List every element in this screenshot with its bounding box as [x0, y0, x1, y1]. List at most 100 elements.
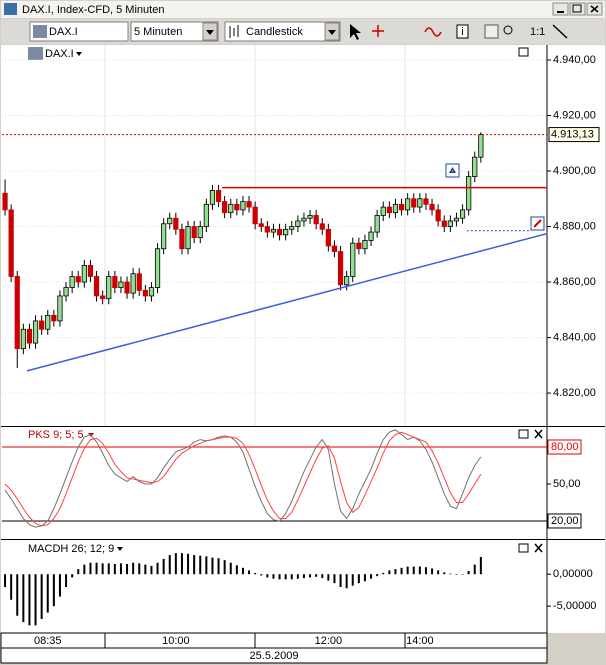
- histogram-bar: [28, 574, 31, 626]
- y-tick-label: 4.920,00: [553, 109, 596, 121]
- interval-select[interactable]: [130, 21, 219, 42]
- candle-body: [478, 134, 484, 158]
- histogram-bar: [272, 574, 275, 579]
- histogram-bar: [309, 574, 312, 578]
- candle-body: [32, 320, 39, 344]
- histogram-bar: [58, 574, 61, 597]
- menu-arrow[interactable]: [117, 547, 123, 551]
- line-tool[interactable]: [552, 24, 568, 39]
- panel-close[interactable]: [534, 429, 543, 439]
- style-select[interactable]: [224, 21, 341, 42]
- candle-body: [289, 226, 295, 230]
- candle-body: [228, 203, 234, 214]
- panel-maximize[interactable]: [518, 543, 529, 553]
- candle-body: [417, 198, 423, 208]
- layout-tool[interactable]: [484, 24, 499, 39]
- info-tool[interactable]: [456, 24, 469, 39]
- candle-body: [106, 276, 112, 300]
- histogram-bar: [473, 564, 476, 575]
- histogram-bar: [229, 562, 232, 575]
- window-title: DAX.I, Index-CFD, 5 Minuten: [22, 4, 164, 16]
- histogram-bar: [479, 556, 482, 575]
- histogram-bar: [449, 573, 452, 575]
- indicator-line: [4, 429, 482, 528]
- candle-body: [154, 248, 161, 289]
- pointer-tool[interactable]: [350, 24, 361, 40]
- histogram-bar: [187, 553, 190, 575]
- zoom-tool[interactable]: [503, 25, 513, 35]
- histogram-bar: [467, 571, 470, 575]
- candle-body: [423, 198, 429, 205]
- candle-body: [331, 245, 338, 252]
- y-tick-label: 4.900,00: [553, 165, 596, 177]
- candle-body: [191, 226, 197, 239]
- histogram-bar: [461, 574, 464, 575]
- panel-maximize[interactable]: [518, 429, 529, 439]
- histogram-bar: [126, 564, 129, 575]
- histogram-bar: [376, 574, 379, 577]
- symbol-text: DAX.I: [49, 26, 78, 38]
- histogram-bar: [150, 565, 153, 575]
- candle-body: [350, 242, 356, 277]
- candle-body: [283, 228, 289, 236]
- cfd-icon: [28, 47, 43, 60]
- histogram-bar: [418, 566, 421, 575]
- candle-body: [93, 276, 100, 297]
- histogram-bar: [71, 574, 74, 578]
- candle-body: [270, 228, 277, 233]
- histogram-bar: [321, 574, 324, 579]
- candle-body: [246, 201, 252, 208]
- histogram-bar: [296, 574, 299, 579]
- candle-body: [301, 217, 307, 222]
- panel-title: DAX.I: [45, 48, 74, 60]
- histogram-bar: [162, 558, 165, 575]
- candle-body: [295, 220, 301, 227]
- candle-body: [124, 281, 130, 294]
- last-price-box: [548, 127, 600, 143]
- info-icon: i: [461, 26, 463, 38]
- candle-body: [472, 156, 478, 177]
- zoom-ratio[interactable]: 1:1: [530, 26, 545, 38]
- histogram-bar: [101, 563, 104, 575]
- window-buttons[interactable]: [552, 2, 603, 16]
- candle-body: [380, 206, 386, 216]
- histogram-bar: [357, 574, 360, 584]
- histogram-bar: [22, 574, 25, 623]
- candle-body: [112, 276, 118, 289]
- histogram-bar: [138, 563, 141, 575]
- histogram-bar: [52, 574, 55, 607]
- candle-body: [392, 203, 399, 214]
- panel-close[interactable]: [534, 543, 543, 553]
- candle-body: [130, 273, 136, 294]
- candle-body: [337, 251, 344, 286]
- candle-body: [2, 192, 8, 211]
- indicator-tool[interactable]: [424, 27, 442, 37]
- histogram-bar: [302, 574, 305, 579]
- symbol-input[interactable]: [29, 21, 129, 42]
- date-axis: [0, 647, 548, 664]
- candle-body: [276, 228, 283, 236]
- histogram-bar: [437, 570, 440, 575]
- candle-body: [240, 201, 246, 211]
- trend-line: [26, 232, 548, 372]
- y-tick-label: 50,00: [553, 478, 581, 490]
- panel-maximize[interactable]: [518, 47, 529, 57]
- histogram-bar: [199, 555, 202, 575]
- candle-body: [148, 287, 155, 297]
- histogram-bar: [406, 566, 409, 575]
- minimize-button[interactable]: [552, 2, 569, 16]
- time-axis: [0, 632, 548, 649]
- candle-body: [161, 223, 167, 250]
- candle-body: [313, 215, 319, 225]
- indicator-line: [4, 431, 482, 527]
- candle-body: [57, 295, 63, 322]
- histogram-bar: [65, 574, 68, 587]
- candle-body: [368, 231, 374, 241]
- panel-title: PKS 9; 5; 5: [28, 429, 84, 441]
- crosshair-tool[interactable]: [372, 25, 384, 37]
- menu-arrow[interactable]: [76, 52, 82, 56]
- candle-body: [307, 215, 313, 219]
- interval-text: 5 Minuten: [134, 26, 182, 38]
- candle-body: [87, 264, 94, 277]
